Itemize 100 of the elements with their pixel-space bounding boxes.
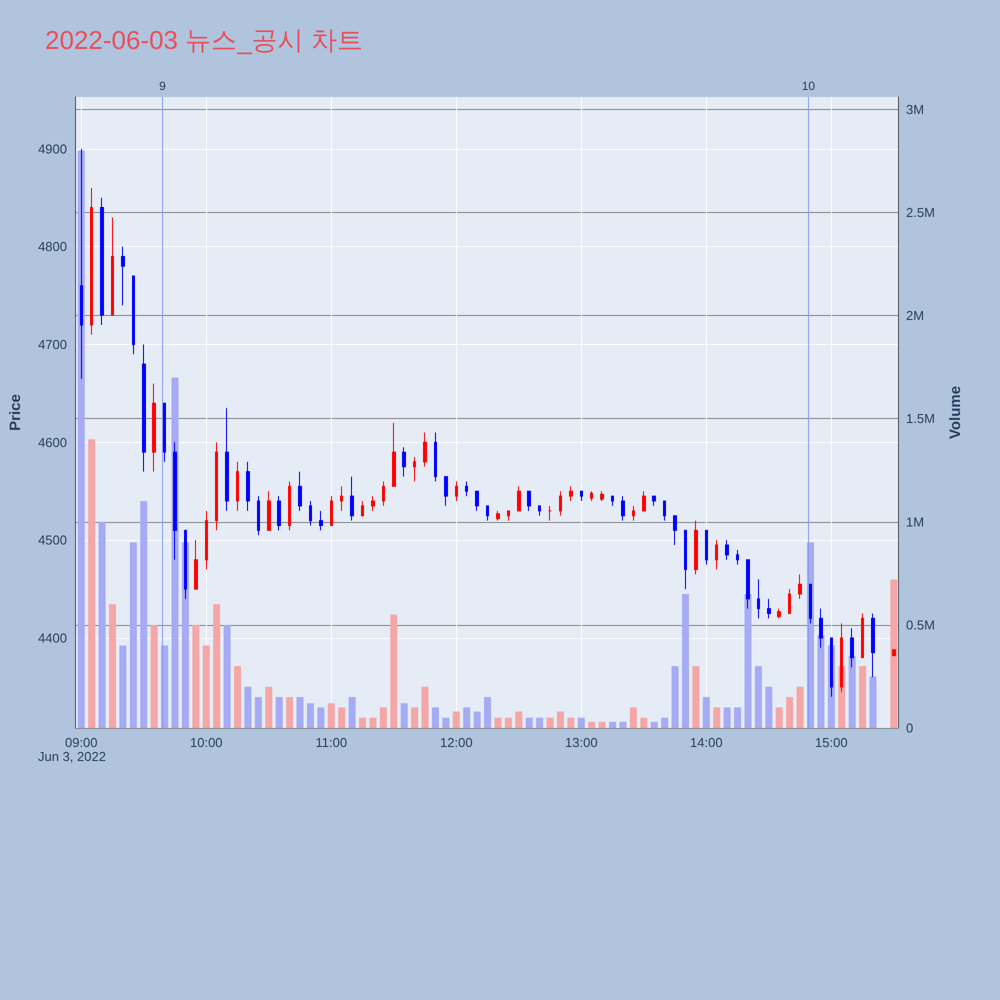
bar: [234, 666, 242, 728]
candlestick: [402, 446, 406, 478]
x-tick-label: 15:00: [815, 735, 848, 750]
x-tick-label: 11:00: [315, 735, 348, 750]
candlestick: [830, 637, 833, 698]
bar: [744, 594, 752, 728]
bar: [192, 624, 200, 728]
bar: [682, 594, 689, 728]
bar: [119, 646, 126, 728]
y-tick-label: 4800: [38, 239, 67, 254]
candlestick: [715, 540, 718, 570]
bar: [765, 686, 772, 728]
candlestick: [392, 422, 396, 487]
bar: [536, 718, 544, 728]
bar: [650, 722, 658, 728]
bar: [296, 697, 304, 728]
candlestick: [361, 500, 364, 516]
bar: [734, 707, 742, 728]
candlestick: [486, 505, 489, 522]
y2-axis-title: Volume: [947, 386, 964, 440]
bar: [515, 712, 522, 728]
bar: [692, 666, 700, 728]
bar: [702, 697, 710, 728]
bar: [776, 707, 783, 728]
bar: [713, 707, 720, 728]
bar: [452, 712, 460, 728]
bar: [848, 656, 856, 728]
candlestick: [288, 480, 291, 531]
candlestick: [725, 540, 729, 560]
candlestick: [652, 496, 656, 506]
bar: [109, 604, 116, 728]
bar: [202, 646, 210, 728]
candlestick: [465, 480, 468, 497]
bar: [672, 666, 679, 728]
bar: [317, 707, 324, 728]
bar: [130, 542, 137, 728]
bar: [411, 707, 418, 728]
y-tick-label: 4500: [38, 532, 67, 548]
x-tick-label: 12:00: [440, 735, 473, 750]
bar: [578, 718, 585, 728]
bar: [213, 604, 220, 728]
candlestick: [215, 442, 218, 531]
candlestick: [121, 246, 125, 306]
candlestick: [590, 490, 593, 502]
bar: [286, 697, 294, 728]
candlestick: [163, 402, 166, 462]
candlestick: [840, 622, 843, 692]
candlestick: [694, 520, 698, 575]
bar: [619, 722, 626, 728]
x-tick-label: 10:00: [190, 735, 223, 750]
candlestick: [225, 408, 229, 512]
candlestick: [777, 608, 781, 619]
candlestick: [548, 505, 552, 522]
x-tick-label: 09:00: [64, 735, 98, 750]
bar: [859, 666, 866, 728]
candlestick: [600, 490, 604, 502]
bar: [609, 722, 616, 728]
candlestick: [559, 490, 562, 516]
candlestick: [684, 530, 687, 590]
candlestick: [257, 496, 260, 536]
bar: [98, 522, 106, 728]
candlestick: [621, 496, 625, 522]
candlestick: [444, 476, 448, 506]
y2-tick-label: 3M: [906, 102, 924, 117]
candlestick: [757, 578, 760, 619]
bar: [661, 718, 668, 728]
bar: [78, 150, 85, 728]
bar: [474, 712, 481, 728]
candlestick: [611, 496, 614, 506]
candlestick: [413, 456, 416, 482]
candlestick: [580, 490, 583, 502]
bar: [484, 697, 492, 728]
candlestick: [132, 276, 135, 355]
candlestick: [246, 461, 250, 512]
bar: [504, 718, 512, 728]
candlestick: [861, 613, 864, 658]
bar: [754, 666, 762, 728]
candlestick: [184, 530, 187, 600]
candlestick: [330, 496, 333, 526]
candlestick: [267, 490, 271, 531]
candlestick: [538, 505, 541, 516]
candlestick: [298, 471, 302, 512]
bar: [890, 580, 898, 728]
bar: [494, 718, 502, 728]
candlestick: [319, 510, 323, 531]
bar: [640, 718, 648, 728]
candlestick: [673, 515, 677, 546]
y-tick-label: 4400: [38, 630, 67, 646]
bar: [369, 718, 376, 728]
bar: [796, 686, 804, 728]
x-tick-label: 13:00: [565, 735, 598, 750]
candlestick: [705, 530, 708, 566]
bar: [463, 707, 470, 728]
bar: [598, 722, 606, 728]
y2-tick-label: 2.5M: [906, 204, 935, 220]
bar: [254, 697, 262, 728]
bar: [140, 501, 148, 728]
candlestick: [632, 505, 635, 522]
candlestick: [663, 500, 666, 522]
candlestick: [340, 486, 343, 512]
